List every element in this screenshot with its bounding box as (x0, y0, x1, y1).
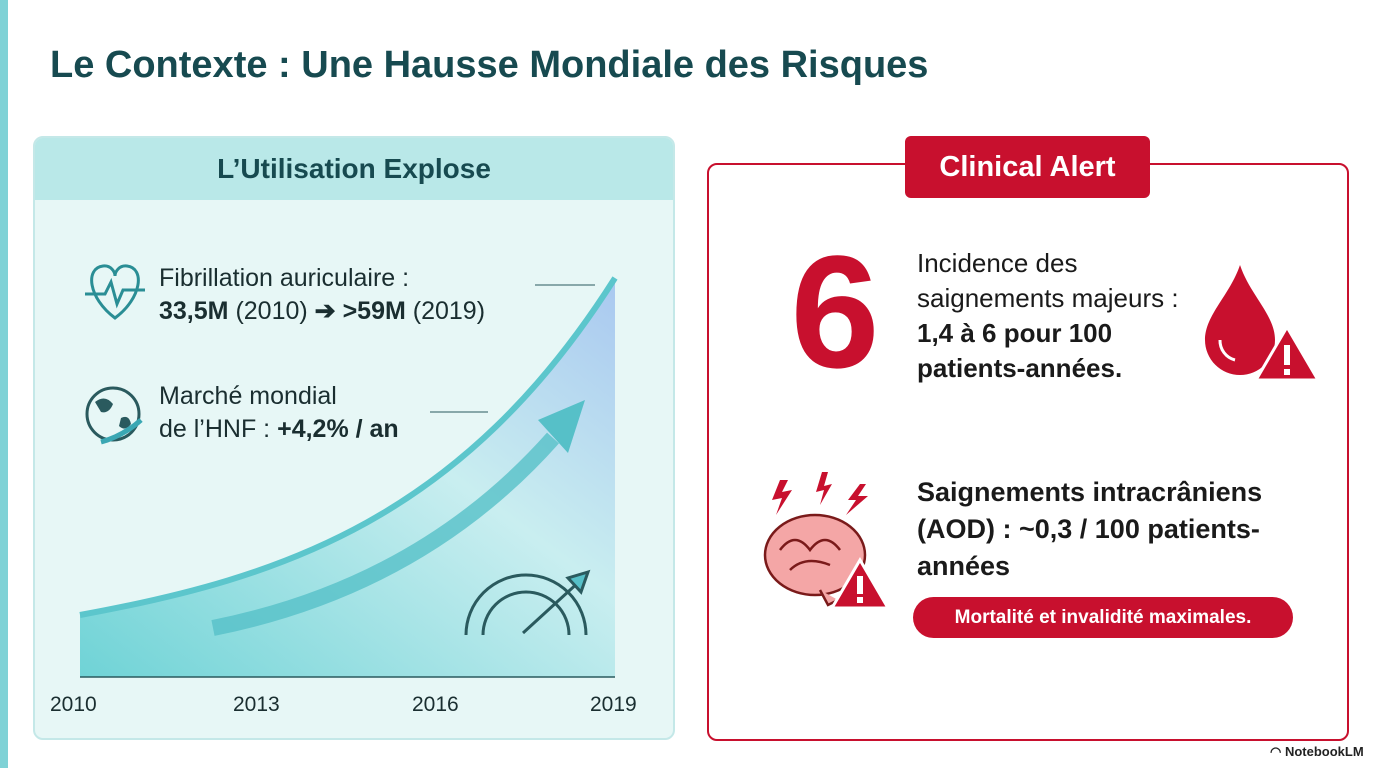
value: +4,2% / an (277, 415, 399, 443)
title: Le Contexte : Une Hausse Mondiale des Ri… (50, 44, 929, 86)
text-line: Fibrillation auriculaire : (159, 264, 410, 292)
incidence-text: Incidence des saignements majeurs : 1,4 … (917, 246, 1217, 386)
value: >59M (342, 297, 406, 325)
label: de l’HNF : (159, 415, 271, 443)
panel-heading: L’Utilisation Explose (35, 138, 673, 200)
footer-logo: ◠ NotebookLM (1270, 744, 1364, 759)
text-line: 33,5M (2010) ➔ >59M (2019) (159, 295, 485, 328)
drop-icon (1205, 265, 1321, 382)
big-number: 6 (790, 222, 880, 401)
badge: Clinical Alert (905, 136, 1150, 198)
accent-stripe (0, 0, 8, 768)
intracranial-text: Saignements intracrâniens (AOD) : ~0,3 /… (917, 477, 1263, 581)
heart-icon (85, 264, 145, 320)
axis-label: 2013 (233, 693, 280, 716)
axis-label: 2016 (412, 693, 459, 716)
arrow: ➔ (314, 297, 336, 325)
trend-arrow (211, 432, 559, 636)
value: 1,4 à 6 pour 100 patients-années. (917, 318, 1123, 383)
gauge-icon (464, 569, 591, 636)
fibrillation-text: Fibrillation auriculaire : 33,5M (2010) … (159, 262, 485, 328)
axis-label: 2019 (590, 693, 637, 716)
pill: Mortalité et invalidité maximales. (913, 597, 1293, 638)
text-line: de l’HNF : +4,2% / an (159, 413, 399, 446)
globe-icon (85, 386, 143, 445)
year: (2010) (235, 297, 308, 325)
footer-text: NotebookLM (1284, 744, 1364, 759)
year: (2019) (412, 297, 486, 325)
label: Incidence des saignements majeurs : (917, 248, 1179, 313)
curve (79, 276, 618, 618)
arrow-head (538, 400, 585, 453)
growth-chart (79, 264, 618, 678)
market-text: Marché mondial de l’HNF : +4,2% / an (159, 380, 399, 446)
axis-label: 2010 (50, 693, 97, 716)
text-line: Marché mondial (159, 382, 337, 410)
value: 33,5M (159, 297, 229, 325)
brain-icon (763, 472, 890, 610)
area (80, 278, 615, 677)
